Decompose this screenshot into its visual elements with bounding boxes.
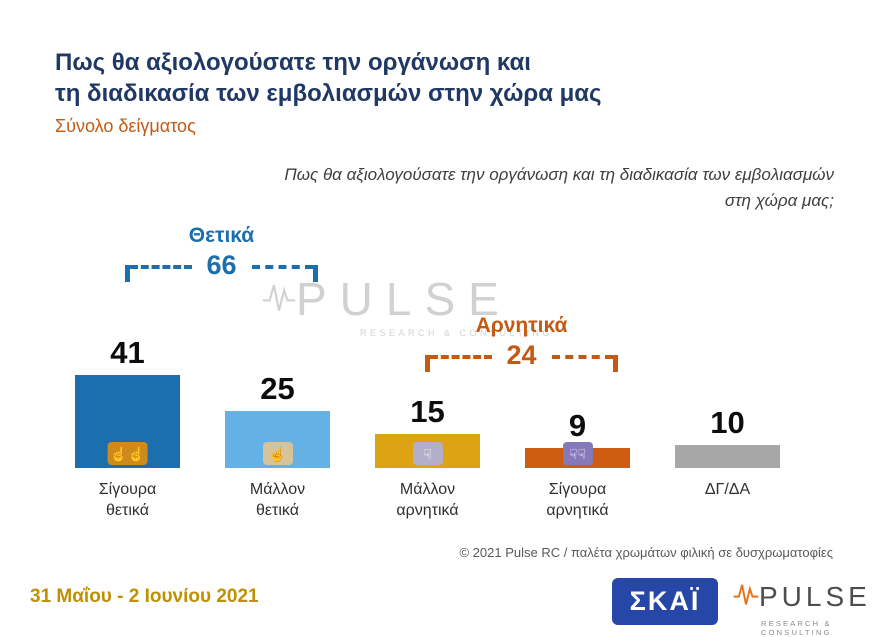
negative-group-bracket: Αρνητικά 24	[425, 314, 618, 375]
fieldwork-dates: 31 Μαΐου - 2 Ιουνίου 2021	[30, 586, 259, 607]
bracket-dash	[130, 265, 192, 269]
thumbs-down-icon: ☟	[412, 442, 443, 465]
sample-note: Σύνολο δείγματος	[55, 116, 196, 136]
double-thumbs-down-icon: ☟☟	[562, 442, 593, 465]
pulse-watermark: PULSE RESEARCH & CONSULTING	[262, 272, 553, 338]
bar-chart: 41 ☝☝ Σίγουρα θετικά 25 ☝ Μάλλον θετικά 15 ☟ Μάλ…	[75, 300, 780, 519]
bracket-dash	[430, 355, 492, 359]
bar: ☝☝	[75, 375, 180, 468]
bar-category-label: ΔΓ/ΔΑ	[704, 481, 751, 498]
bar: ☟	[375, 434, 480, 468]
bracket-cap	[313, 265, 318, 282]
bracket-cap	[125, 265, 130, 282]
negative-group-value: 24	[506, 340, 537, 370]
skai-logo: ΣΚΑΪ	[612, 578, 718, 625]
bar-category-label: Μάλλον αρνητικά	[396, 481, 459, 519]
bracket-dash	[251, 265, 313, 269]
pulse-logo: PULSE RESEARCH & CONSULTING	[733, 576, 869, 637]
bar: ☝	[225, 411, 330, 468]
bar-value-label: 15	[410, 394, 445, 429]
negative-bracket-line: 24	[425, 340, 618, 375]
bar-value-label: 41	[110, 335, 145, 370]
skai-logo-text: ΣΚΑΪ	[629, 586, 701, 616]
pulse-logo-subtext: RESEARCH & CONSULTING	[761, 619, 832, 637]
bar-column: 9 ☟☟ Σίγουρα αρνητικά	[525, 300, 630, 519]
positive-bracket-line: 66	[125, 250, 318, 285]
survey-question: Πως θα αξιολογούσατε την οργάνωση και τη…	[284, 165, 834, 211]
bar-value-label: 10	[710, 405, 745, 440]
bar: ☟☟	[525, 442, 630, 468]
positive-group-value: 66	[206, 250, 237, 280]
copyright-note: © 2021 Pulse RC / παλέτα χρωμάτων φιλική…	[459, 545, 833, 560]
bar-column: 41 ☝☝ Σίγουρα θετικά	[75, 300, 180, 519]
bar-value-label: 25	[260, 371, 295, 406]
negative-group-label: Αρνητικά	[475, 314, 568, 337]
positive-group-label: Θετικά	[188, 224, 255, 247]
bar	[675, 445, 780, 468]
thumbs-up-icon: ☝	[262, 442, 293, 465]
bracket-dash	[551, 355, 613, 359]
pulse-logo-text: PULSE	[759, 580, 871, 612]
watermark-subtext: RESEARCH & CONSULTING	[360, 328, 553, 338]
double-thumbs-up-icon: ☝☝	[107, 442, 148, 465]
pulse-waveform-icon	[262, 275, 296, 324]
slide-title: Πως θα αξιολογούσατε την οργάνωση και τη…	[55, 49, 602, 107]
bar-value-label: 9	[568, 408, 587, 443]
bar-column: 25 ☝ Μάλλον θετικά	[225, 300, 330, 519]
pulse-logo-waveform-icon	[733, 576, 759, 617]
bar-category-label: Μάλλον θετικά	[249, 481, 306, 519]
bar-column: 15 ☟ Μάλλον αρνητικά	[375, 300, 480, 519]
bracket-cap	[613, 355, 618, 372]
positive-group-bracket: Θετικά 66	[125, 224, 318, 285]
bar-category-label: Σίγουρα θετικά	[98, 481, 157, 519]
watermark-brand: PULSE	[296, 273, 512, 325]
bar-column: 10 ΔΓ/ΔΑ	[675, 300, 780, 498]
bar-category-label: Σίγουρα αρνητικά	[546, 481, 609, 519]
bracket-cap	[425, 355, 430, 372]
